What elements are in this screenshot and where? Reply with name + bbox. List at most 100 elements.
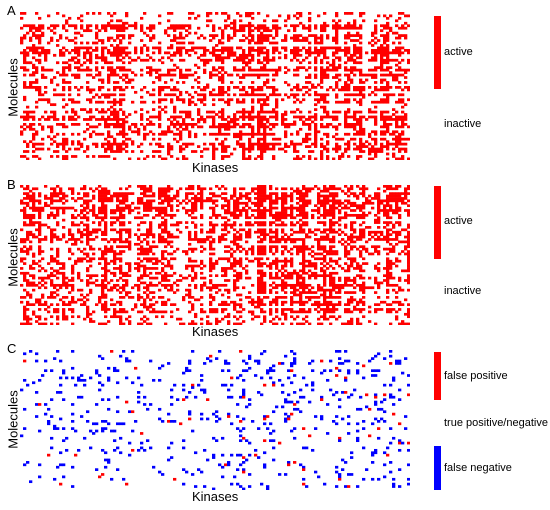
heatmap-cell: [359, 78, 363, 82]
heatmap-cell: [260, 118, 264, 121]
heatmap-cell: [353, 276, 357, 280]
heatmap-cell: [110, 250, 114, 253]
heatmap-cell: [344, 262, 348, 265]
heatmap-cell: [68, 228, 72, 232]
heatmap-cell: [134, 58, 138, 62]
heatmap-cell: [275, 192, 279, 195]
heatmap-cell: [302, 223, 306, 227]
heatmap-cell: [242, 58, 246, 62]
heatmap-cell: [119, 51, 123, 55]
heatmap-cell: [197, 76, 201, 79]
heatmap-cell: [158, 206, 162, 210]
heatmap-cell: [239, 39, 243, 42]
heatmap-cell: [386, 44, 390, 47]
heatmap-cell: [170, 240, 174, 244]
heatmap-cell: [251, 53, 255, 57]
heatmap-cell: [317, 252, 321, 256]
heatmap-cell: [104, 26, 108, 30]
heatmap-cell: [380, 147, 384, 151]
heatmap-cell: [398, 259, 402, 263]
heatmap-cell: [80, 209, 84, 212]
heatmap-cell: [290, 209, 294, 212]
heatmap-cell: [389, 242, 393, 246]
heatmap-cell: [323, 12, 327, 15]
heatmap-cell: [296, 51, 300, 55]
heatmap-cell: [407, 98, 410, 102]
heatmap-cell: [344, 250, 348, 253]
heatmap-cell: [89, 46, 93, 50]
heatmap-cell: [407, 259, 410, 263]
heatmap-cell: [329, 46, 333, 50]
heatmap-cell: [35, 147, 39, 151]
heatmap-cell: [377, 46, 381, 50]
heatmap-cell: [278, 66, 282, 70]
heatmap-cell: [314, 271, 318, 275]
heatmap-cell: [323, 51, 327, 55]
heatmap-cell: [104, 120, 108, 124]
heatmap-cell: [305, 123, 309, 126]
heatmap-cell: [404, 194, 408, 198]
heatmap-cell: [152, 26, 156, 30]
heatmap-cell: [146, 26, 150, 30]
heatmap-cell: [86, 127, 90, 131]
heatmap-cell: [320, 204, 324, 208]
heatmap-cell: [299, 34, 303, 37]
heatmap-cell: [146, 204, 150, 208]
heatmap-cell: [170, 187, 174, 191]
heatmap-cell: [305, 145, 309, 148]
heatmap-cell: [272, 90, 276, 94]
heatmap-cell: [107, 118, 111, 121]
heatmap-cell: [383, 98, 387, 102]
heatmap-cell: [176, 209, 180, 212]
heatmap-cell: [233, 221, 237, 224]
heatmap-cell: [218, 257, 222, 261]
heatmap-cell: [131, 78, 135, 82]
heatmap-cell: [161, 276, 165, 280]
heatmap-cell: [302, 192, 306, 195]
heatmap-cell: [50, 228, 54, 232]
heatmap-cell: [257, 221, 261, 224]
heatmap-cell: [389, 216, 393, 220]
heatmap-cell: [377, 267, 381, 270]
heatmap-cell: [116, 132, 120, 136]
heatmap-cell: [236, 199, 240, 203]
heatmap-cell: [374, 150, 378, 153]
heatmap-cell: [227, 209, 231, 212]
heatmap-cell: [119, 250, 123, 253]
heatmap-cell: [29, 39, 33, 42]
heatmap-cell: [194, 78, 198, 82]
heatmap-cell: [284, 238, 288, 241]
heatmap-cell: [326, 147, 330, 151]
heatmap-cell: [38, 247, 42, 251]
heatmap-cell: [257, 257, 261, 261]
heatmap-cell: [185, 226, 189, 229]
heatmap-cell: [338, 187, 342, 191]
heatmap-cell: [317, 49, 321, 52]
heatmap-cell: [140, 115, 144, 119]
heatmap-cell: [122, 223, 126, 227]
heatmap-cell: [119, 276, 123, 280]
heatmap-cell: [119, 192, 123, 195]
heatmap-cell: [200, 197, 204, 200]
heatmap-cell: [182, 127, 186, 131]
heatmap-cell: [257, 197, 261, 200]
heatmap-cell: [320, 155, 324, 158]
heatmap-cell: [26, 230, 30, 234]
heatmap-cell: [353, 73, 357, 77]
heatmap-cell: [293, 216, 297, 220]
heatmap-cell: [77, 271, 81, 275]
heatmap-cell: [212, 209, 216, 212]
heatmap-cell: [281, 238, 285, 241]
heatmap-cell: [38, 90, 42, 94]
heatmap-cell: [290, 238, 294, 241]
heatmap-cell: [380, 78, 384, 82]
heatmap-cell: [353, 46, 357, 50]
heatmap-cell: [266, 36, 270, 40]
heatmap-cell: [269, 86, 273, 89]
heatmap-cell: [293, 73, 297, 77]
heatmap-cell: [260, 157, 264, 160]
heatmap-cell: [131, 34, 135, 37]
heatmap-cell: [353, 21, 357, 25]
heatmap-cell: [149, 250, 153, 253]
heatmap-cell: [281, 206, 285, 210]
